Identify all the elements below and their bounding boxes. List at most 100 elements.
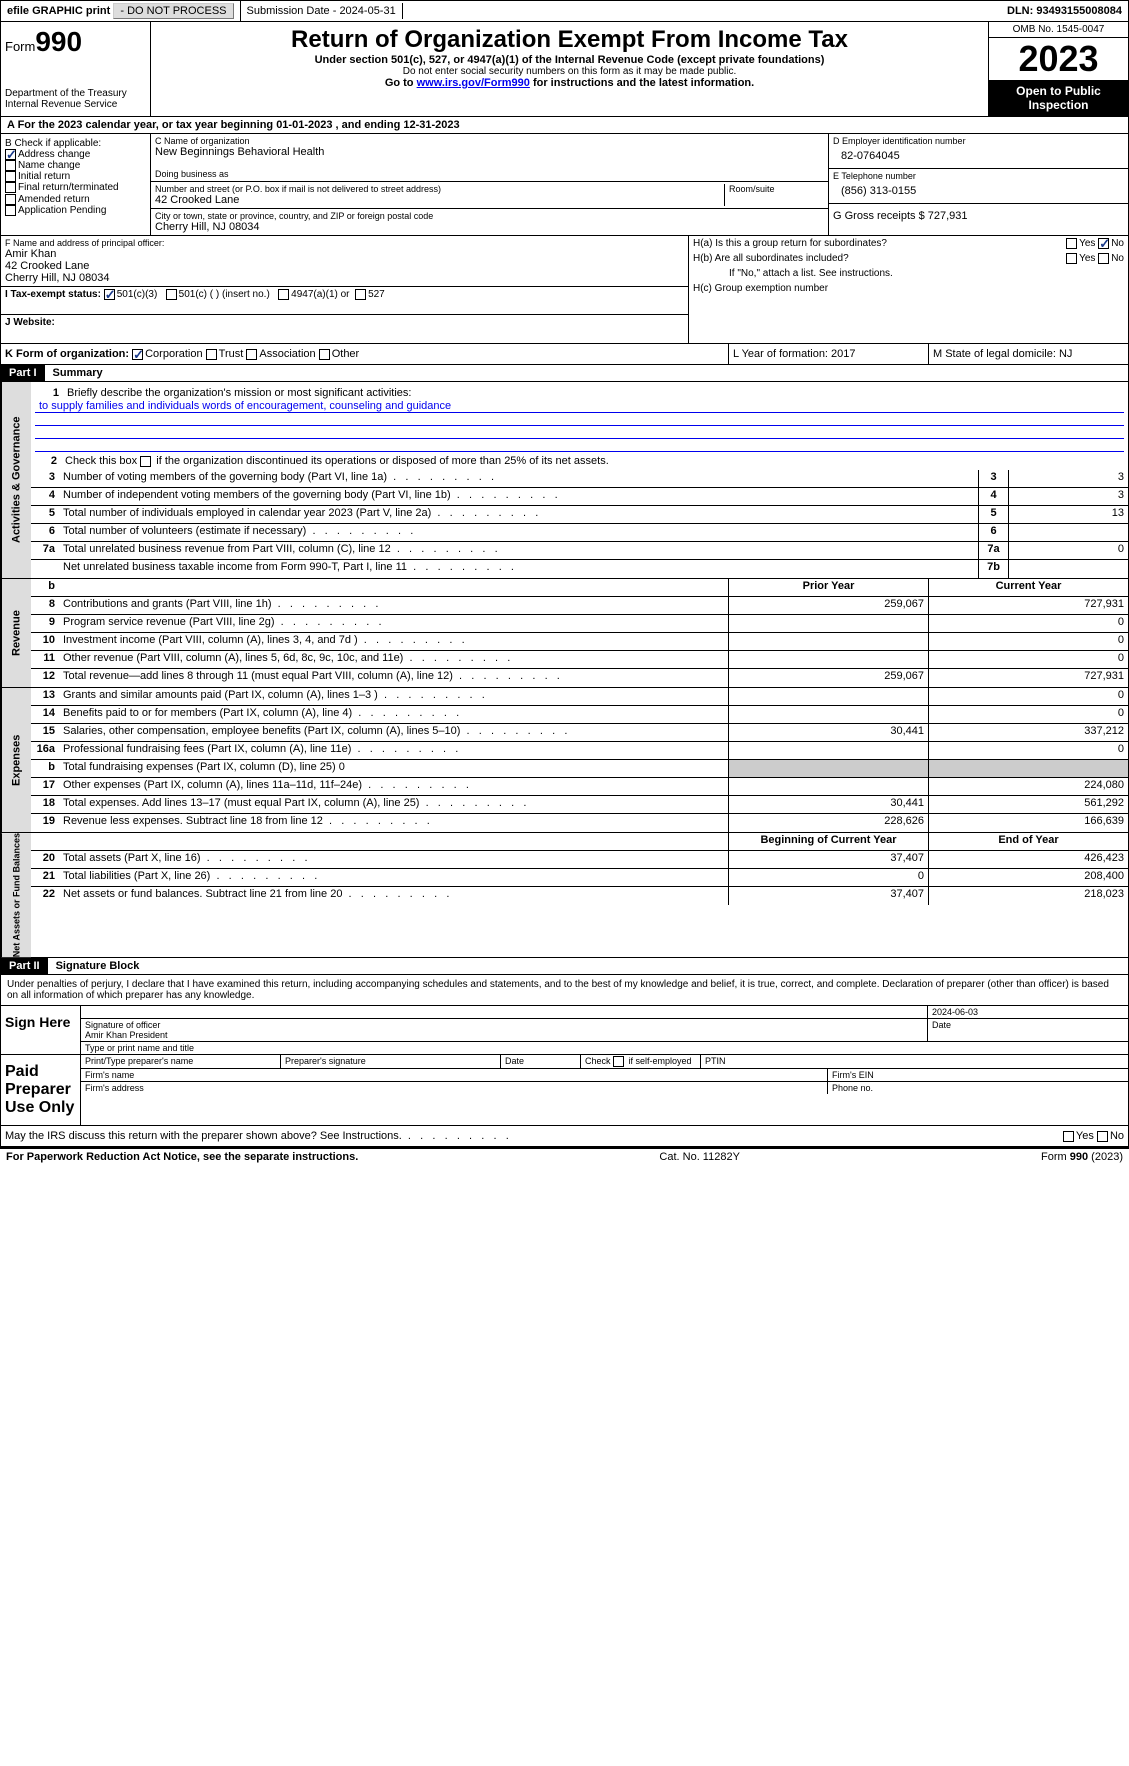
city-state-zip: Cherry Hill, NJ 08034 bbox=[155, 221, 824, 233]
date-label: Date bbox=[928, 1019, 1128, 1041]
chk-name-change[interactable] bbox=[5, 160, 16, 171]
hc-label: H(c) Group exemption number bbox=[689, 281, 1128, 296]
ein-value: 82-0764045 bbox=[833, 146, 1124, 166]
ein-label: D Employer identification number bbox=[833, 136, 1124, 146]
ha-label: H(a) Is this a group return for subordin… bbox=[693, 238, 887, 249]
open-inspection: Open to Public Inspection bbox=[989, 80, 1128, 116]
chk-ha-yes[interactable] bbox=[1066, 238, 1077, 249]
form-title: Return of Organization Exempt From Incom… bbox=[155, 26, 984, 54]
prep-self-emp: Check if self-employed bbox=[581, 1055, 701, 1068]
chk-initial-return[interactable] bbox=[5, 171, 16, 182]
chk-assoc[interactable] bbox=[246, 349, 257, 360]
box-c: C Name of organizationNew Beginnings Beh… bbox=[151, 134, 828, 235]
vtab-rev: Revenue bbox=[1, 579, 31, 687]
ptin-label: PTIN bbox=[701, 1055, 1128, 1068]
sign-here-block: Sign Here 2024-06-03 Signature of office… bbox=[0, 1006, 1129, 1055]
page-footer: For Paperwork Reduction Act Notice, see … bbox=[0, 1147, 1129, 1165]
subtitle-3: Go to www.irs.gov/Form990 for instructio… bbox=[155, 77, 984, 89]
form-number: Form990 bbox=[5, 26, 146, 58]
paperwork-notice: For Paperwork Reduction Act Notice, see … bbox=[6, 1151, 358, 1163]
firm-name-label: Firm's name bbox=[81, 1069, 828, 1081]
org-name: New Beginnings Behavioral Health bbox=[155, 146, 824, 158]
phone-label: E Telephone number bbox=[833, 171, 1124, 181]
subtitle-1: Under section 501(c), 527, or 4947(a)(1)… bbox=[155, 54, 984, 66]
vtab-na: Net Assets or Fund Balances bbox=[1, 833, 31, 957]
chk-hb-yes[interactable] bbox=[1066, 253, 1077, 264]
current-year-hdr: Current Year bbox=[928, 579, 1128, 596]
part1-header: Part I Summary bbox=[0, 365, 1129, 382]
sig-officer-name: Amir Khan President bbox=[85, 1030, 168, 1040]
mission-text: to supply families and individuals words… bbox=[35, 400, 1124, 413]
chk-527[interactable] bbox=[355, 289, 366, 300]
chk-final-return[interactable] bbox=[5, 182, 16, 193]
vtab-exp: Expenses bbox=[1, 688, 31, 832]
officer-addr1: 42 Crooked Lane bbox=[5, 260, 684, 272]
prior-year-hdr: Prior Year bbox=[728, 579, 928, 596]
gross-receipts: G Gross receipts $ 727,931 bbox=[833, 206, 1124, 226]
box-b-title: B Check if applicable: bbox=[5, 138, 146, 149]
print-button[interactable]: - DO NOT PROCESS bbox=[113, 3, 233, 19]
state-domicile: M State of legal domicile: NJ bbox=[928, 344, 1128, 364]
firm-addr-label: Firm's address bbox=[81, 1082, 828, 1094]
chk-trust[interactable] bbox=[206, 349, 217, 360]
form-header: Form990 Department of the Treasury Inter… bbox=[0, 22, 1129, 117]
discuss-row: May the IRS discuss this return with the… bbox=[0, 1126, 1129, 1147]
firm-ein-label: Firm's EIN bbox=[828, 1069, 1128, 1081]
subtitle-2: Do not enter social security numbers on … bbox=[155, 66, 984, 77]
form-990-footer: Form 990 (2023) bbox=[1041, 1151, 1123, 1163]
paid-preparer-label: Paid Preparer Use Only bbox=[1, 1055, 81, 1125]
chk-discuss-yes[interactable] bbox=[1063, 1131, 1074, 1142]
hb-label: H(b) Are all subordinates included? bbox=[693, 253, 849, 264]
street-address: 42 Crooked Lane bbox=[155, 194, 724, 206]
year-formation: L Year of formation: 2017 bbox=[728, 344, 928, 364]
chk-ha-no[interactable] bbox=[1098, 238, 1109, 249]
submission-date: Submission Date - 2024-05-31 bbox=[241, 3, 403, 19]
officer-name: Amir Khan bbox=[5, 248, 684, 260]
box-b: B Check if applicable: Address change Na… bbox=[1, 134, 151, 235]
efile-label: efile GRAPHIC print - DO NOT PROCESS bbox=[1, 1, 241, 21]
chk-amended[interactable] bbox=[5, 194, 16, 205]
net-assets-section: Net Assets or Fund Balances Beginning of… bbox=[0, 833, 1129, 958]
dba-label: Doing business as bbox=[155, 169, 824, 179]
row-i: I Tax-exempt status: 501(c)(3) 501(c) ( … bbox=[1, 287, 688, 315]
chk-501c3[interactable] bbox=[104, 289, 115, 300]
chk-discuss-no[interactable] bbox=[1097, 1131, 1108, 1142]
chk-discontinued[interactable] bbox=[140, 456, 151, 467]
chk-address-change[interactable] bbox=[5, 149, 16, 160]
addr-label: Number and street (or P.O. box if mail i… bbox=[155, 184, 724, 194]
sign-date: 2024-06-03 bbox=[928, 1006, 1128, 1018]
chk-4947[interactable] bbox=[278, 289, 289, 300]
chk-self-employed[interactable] bbox=[613, 1056, 624, 1067]
officer-addr2: Cherry Hill, NJ 08034 bbox=[5, 272, 684, 284]
end-year-hdr: End of Year bbox=[928, 833, 1128, 850]
phone-value: (856) 313-0155 bbox=[833, 181, 1124, 201]
paid-preparer-block: Paid Preparer Use Only Print/Type prepar… bbox=[0, 1055, 1129, 1126]
chk-corp[interactable] bbox=[132, 349, 143, 360]
activities-governance: Activities & Governance 1Briefly describ… bbox=[0, 382, 1129, 579]
dept-treasury: Department of the Treasury Internal Reve… bbox=[5, 88, 146, 110]
city-label: City or town, state or province, country… bbox=[155, 211, 824, 221]
chk-app-pending[interactable] bbox=[5, 205, 16, 216]
section-bcdefg: B Check if applicable: Address change Na… bbox=[0, 134, 1129, 236]
box-f: F Name and address of principal officer:… bbox=[1, 236, 688, 287]
expenses-section: Expenses 13Grants and similar amounts pa… bbox=[0, 688, 1129, 833]
room-label: Room/suite bbox=[724, 184, 824, 206]
chk-other[interactable] bbox=[319, 349, 330, 360]
box-h: H(a) Is this a group return for subordin… bbox=[688, 236, 1128, 343]
section-fhijk: F Name and address of principal officer:… bbox=[0, 236, 1129, 344]
sign-here-label: Sign Here bbox=[1, 1006, 81, 1054]
sig-officer-label: Signature of officer bbox=[85, 1020, 160, 1030]
org-name-label: C Name of organization bbox=[155, 136, 824, 146]
omb-number: OMB No. 1545-0047 bbox=[989, 22, 1128, 38]
row-klm: K Form of organization: Corporation Trus… bbox=[0, 344, 1129, 365]
beg-year-hdr: Beginning of Current Year bbox=[728, 833, 928, 850]
row-a-tax-year: A For the 2023 calendar year, or tax yea… bbox=[0, 117, 1129, 134]
hb-note: If "No," attach a list. See instructions… bbox=[689, 266, 1128, 281]
chk-501c[interactable] bbox=[166, 289, 177, 300]
chk-hb-no[interactable] bbox=[1098, 253, 1109, 264]
prep-sig-label: Preparer's signature bbox=[281, 1055, 501, 1068]
line2: Check this box if the organization disco… bbox=[61, 454, 1126, 468]
mission-label: Briefly describe the organization's miss… bbox=[63, 386, 1124, 400]
irs-link[interactable]: www.irs.gov/Form990 bbox=[417, 77, 530, 89]
cat-no: Cat. No. 11282Y bbox=[659, 1151, 740, 1163]
